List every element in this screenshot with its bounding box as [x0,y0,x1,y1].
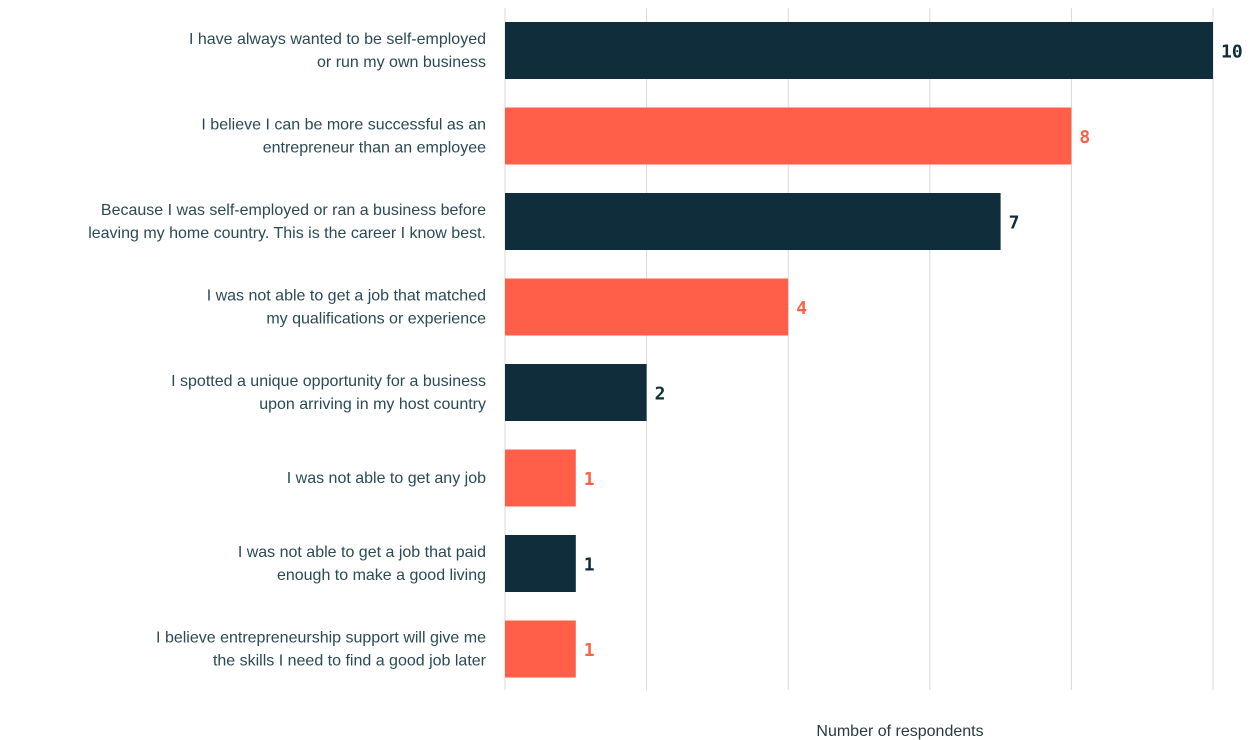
category-label-3-line-0: I was not able to get a job that matched [207,288,486,305]
category-label-6-line-0: I was not able to get a job that paid [238,544,486,561]
bar-2 [505,193,1001,250]
category-label-4-line-1: upon arriving in my host country [259,396,486,413]
value-label-6: 1 [584,555,595,576]
category-label-3: I was not able to get a job that matched… [207,288,486,328]
category-label-7-line-1: the skills I need to find a good job lat… [213,653,487,670]
category-label-3-line-1: my qualifications or experience [266,311,486,328]
category-label-5: I was not able to get any job [287,470,486,487]
category-label-7-line-0: I believe entrepreneurship support will … [156,630,486,647]
category-label-1-line-0: I believe I can be more successful as an [201,117,486,134]
category-label-2: Because I was self-employed or ran a bus… [88,202,486,242]
category-label-1-line-1: entrepreneur than an employee [263,140,486,157]
value-label-1: 8 [1079,127,1090,148]
value-label-4: 2 [655,384,666,405]
category-label-1: I believe I can be more successful as an… [201,117,486,157]
bar-3 [505,279,788,336]
value-label-0: 10 [1221,42,1243,63]
category-label-6: I was not able to get a job that paid eno… [238,544,486,584]
category-label-4: I spotted a unique opportunity for a bus… [171,373,486,413]
category-label-6-line-1: enough to make a good living [277,567,486,584]
category-label-2-line-0: Because I was self-employed or ran a bus… [101,202,486,219]
category-label-0-line-1: or run my own business [317,54,486,71]
x-axis-title: Number of respondents [816,723,983,740]
value-label-3: 4 [796,298,807,319]
category-label-0-line-0: I have always wanted to be self-employed [189,31,486,48]
value-label-7: 1 [584,640,595,661]
value-label-2: 7 [1009,213,1020,234]
category-label-0: I have always wanted to be self-employed… [189,31,486,71]
category-label-5-line-0: I was not able to get any job [287,470,486,487]
bars [505,22,1213,678]
bar-7 [505,621,576,678]
bar-1 [505,108,1071,165]
bar-4 [505,364,647,421]
category-labels: I have always wanted to be self-employed… [88,31,486,670]
bar-0 [505,22,1213,79]
category-label-7: I believe entrepreneurship support will … [156,630,487,670]
category-label-4-line-0: I spotted a unique opportunity for a bus… [171,373,486,390]
value-label-5: 1 [584,469,595,490]
category-label-2-line-1: leaving my home country. This is the car… [88,225,486,242]
bar-6 [505,535,576,592]
bar-5 [505,450,576,507]
